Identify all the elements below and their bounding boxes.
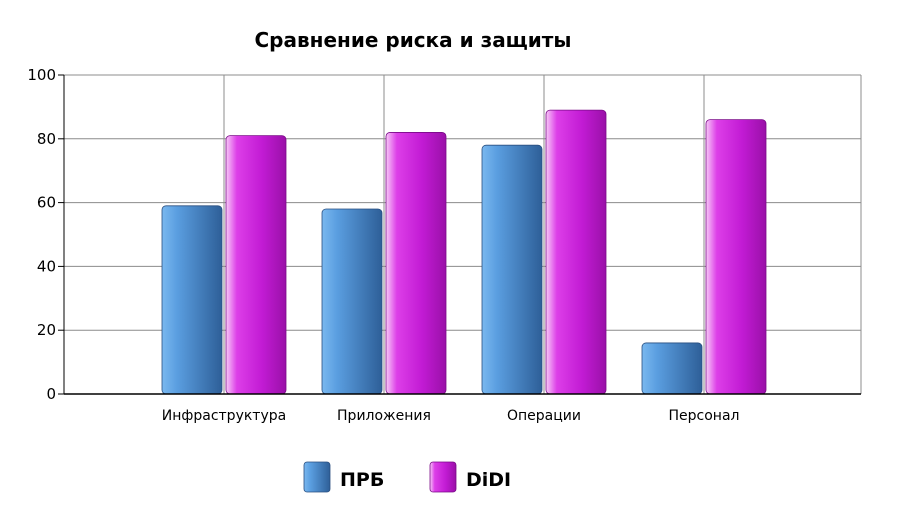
y-tick-label: 20: [37, 321, 56, 339]
bars: [161, 109, 767, 395]
bar-prb-3: [641, 342, 703, 395]
legend-label-didi: DiDI: [466, 469, 511, 491]
x-ticks: Инфраструктура Приложения Операции Персонал: [162, 408, 740, 424]
bar-didi-0: [225, 135, 287, 395]
y-tick-label: 0: [46, 385, 56, 403]
legend-label-prb: ПРБ: [340, 469, 384, 491]
legend: ПРБ DiDI: [303, 461, 511, 493]
bar-prb-2: [481, 144, 543, 395]
bar-didi-1: [385, 132, 447, 395]
x-tick-label: Инфраструктура: [162, 408, 286, 424]
x-tick-label: Приложения: [337, 408, 431, 424]
y-tick-label: 60: [37, 194, 56, 212]
legend-swatch-prb: [303, 461, 331, 493]
y-tick-label: 80: [37, 130, 56, 148]
bar-prb-0: [161, 205, 223, 395]
y-tick-label: 100: [27, 66, 56, 84]
bar-prb-1: [321, 208, 383, 395]
legend-swatch-didi: [429, 461, 457, 493]
chart-title: Сравнение риска и защиты: [254, 28, 571, 52]
bar-didi-3: [705, 119, 767, 395]
bar-didi-2: [545, 109, 607, 395]
x-tick-label: Операции: [507, 408, 581, 424]
axes: 0 20 40 60 80 100: [27, 66, 861, 403]
y-tick-label: 40: [37, 257, 56, 275]
x-tick-label: Персонал: [669, 408, 740, 424]
